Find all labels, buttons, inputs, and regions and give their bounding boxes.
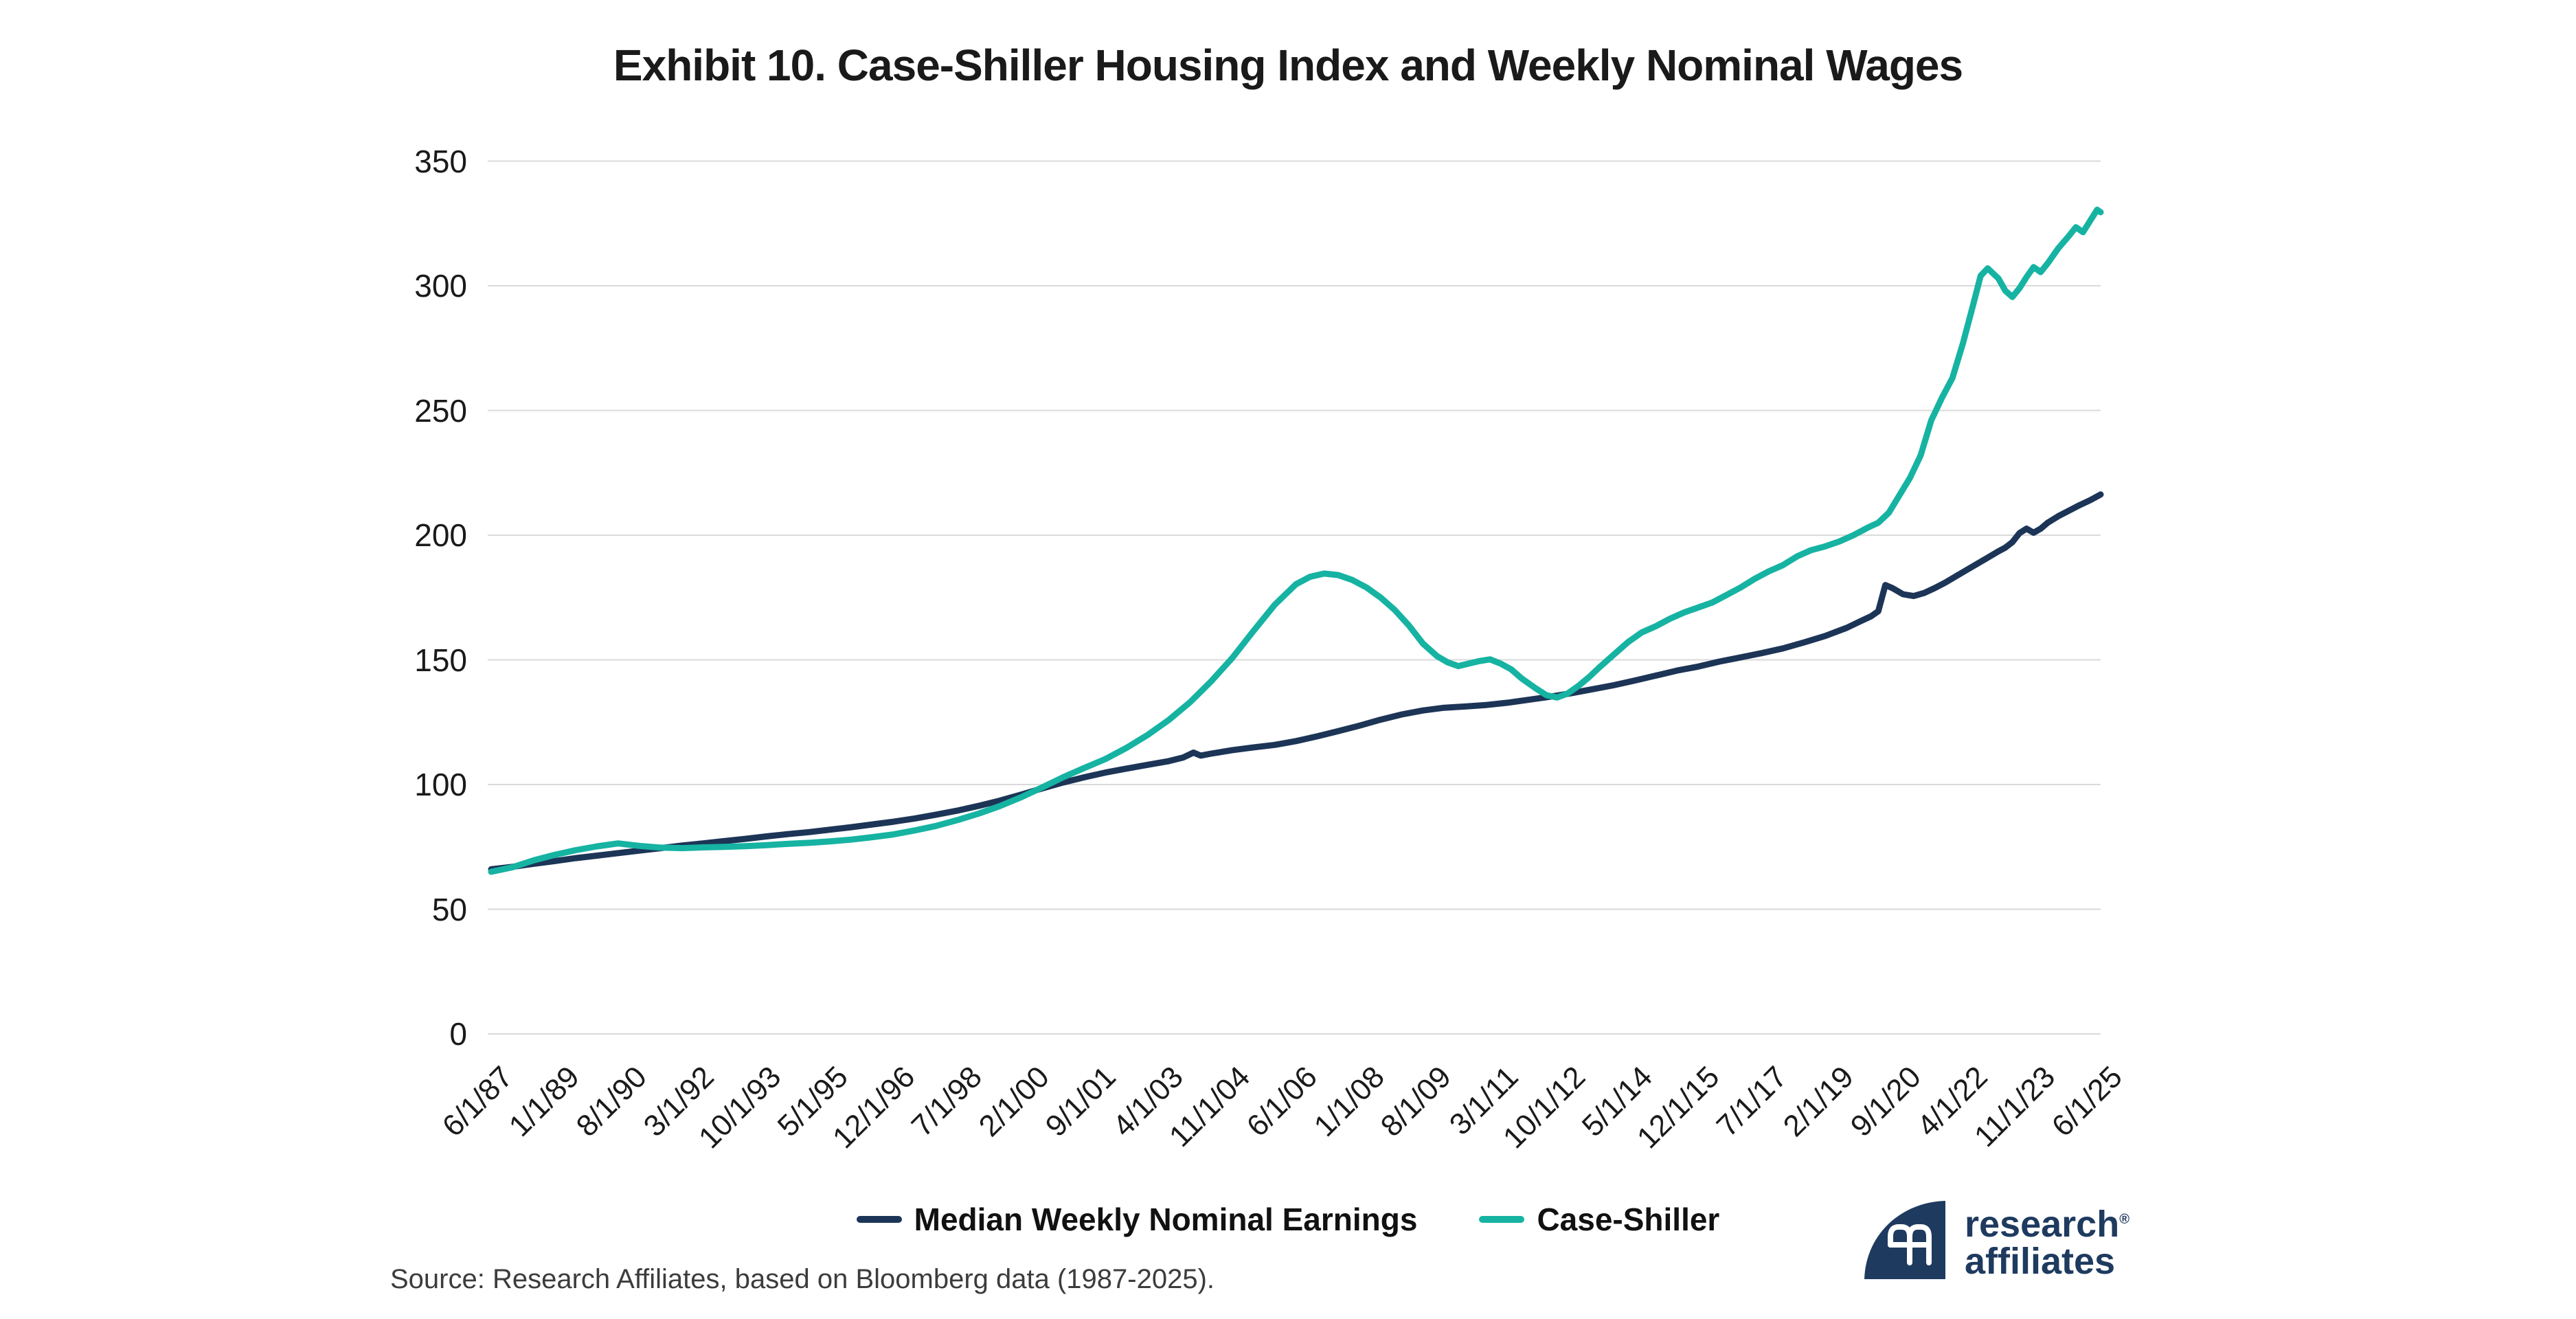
registered-mark: ® (2119, 1212, 2129, 1227)
logo-line2: affiliates (1965, 1241, 2116, 1282)
logo-line1: research (1965, 1204, 2120, 1245)
y-tick-label-50: 50 (431, 891, 467, 927)
y-tick-label-0: 0 (449, 1016, 467, 1052)
legend-item-median-earnings: Median Weekly Nominal Earnings (856, 1201, 1418, 1238)
median-earnings-line-swatch-icon (856, 1216, 902, 1223)
case-shiller-line (488, 206, 2104, 875)
case-shiller-line-swatch-icon (1479, 1216, 1525, 1223)
logo-text: research® affiliates (1965, 1201, 2129, 1280)
chart-title: Exhibit 10. Case-Shiller Housing Index a… (613, 41, 1963, 90)
legend-label: Median Weekly Nominal Earnings (914, 1202, 1418, 1237)
y-tick-label-200: 200 (414, 517, 467, 553)
source-note: Source: Research Affiliates, based on Bl… (390, 1264, 1214, 1294)
research-affiliates-mark-icon (1864, 1201, 1945, 1279)
legend-label: Case-Shiller (1537, 1202, 1720, 1237)
legend-item-case-shiller: Case-Shiller (1479, 1201, 1719, 1238)
chart-legend: Median Weekly Nominal Earnings Case-Shil… (0, 1201, 2576, 1238)
research-affiliates-logo: research® affiliates (1863, 1199, 2129, 1281)
y-tick-label-350: 350 (414, 143, 467, 179)
y-tick-label-150: 150 (414, 642, 467, 678)
median-weekly-nominal-earnings-line (488, 491, 2104, 872)
y-tick-label-100: 100 (414, 767, 467, 802)
y-tick-label-300: 300 (414, 268, 467, 304)
y-tick-label-250: 250 (414, 392, 467, 429)
